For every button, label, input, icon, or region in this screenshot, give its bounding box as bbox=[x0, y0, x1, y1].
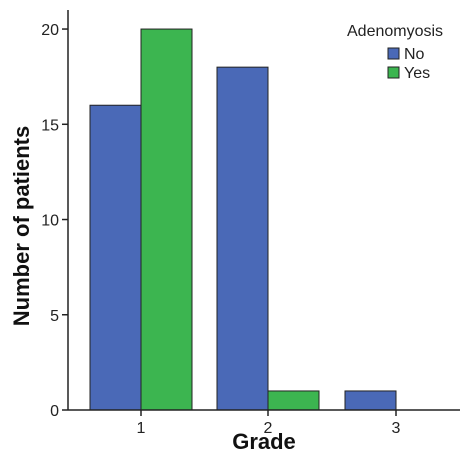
x-axis-title: Grade bbox=[232, 429, 296, 454]
bar-no-grade-1 bbox=[89, 104, 142, 411]
x-tick-label-1: 1 bbox=[137, 420, 146, 437]
legend-title: Adenomyosis bbox=[347, 23, 443, 40]
bar-no-grade-2 bbox=[216, 66, 269, 411]
x-tick-label-3: 3 bbox=[392, 420, 401, 437]
bar-yes-grade-1 bbox=[140, 28, 193, 411]
y-axis-title: Number of patients bbox=[9, 126, 34, 326]
y-tick-label-0: 0 bbox=[50, 403, 59, 420]
bars-layer bbox=[89, 28, 397, 411]
y-tick-label-10: 10 bbox=[41, 213, 59, 230]
y-tick-label-20: 20 bbox=[41, 22, 59, 39]
y-ticks-layer: 0 5 10 15 20 bbox=[41, 22, 68, 420]
legend-label-no: No bbox=[404, 46, 425, 63]
bar-yes-grade-2 bbox=[267, 390, 320, 411]
y-tick-label-15: 15 bbox=[41, 117, 59, 134]
legend-swatch-no bbox=[387, 47, 400, 60]
legend-swatch-yes bbox=[387, 66, 400, 79]
bar-no-grade-3 bbox=[344, 390, 397, 411]
legend-label-yes: Yes bbox=[404, 65, 430, 82]
x-tick-label-2: 2 bbox=[264, 420, 273, 437]
x-ticks-layer: 1 2 3 bbox=[137, 410, 401, 437]
legend: Adenomyosis No Yes bbox=[347, 23, 443, 82]
y-tick-label-5: 5 bbox=[50, 308, 59, 325]
